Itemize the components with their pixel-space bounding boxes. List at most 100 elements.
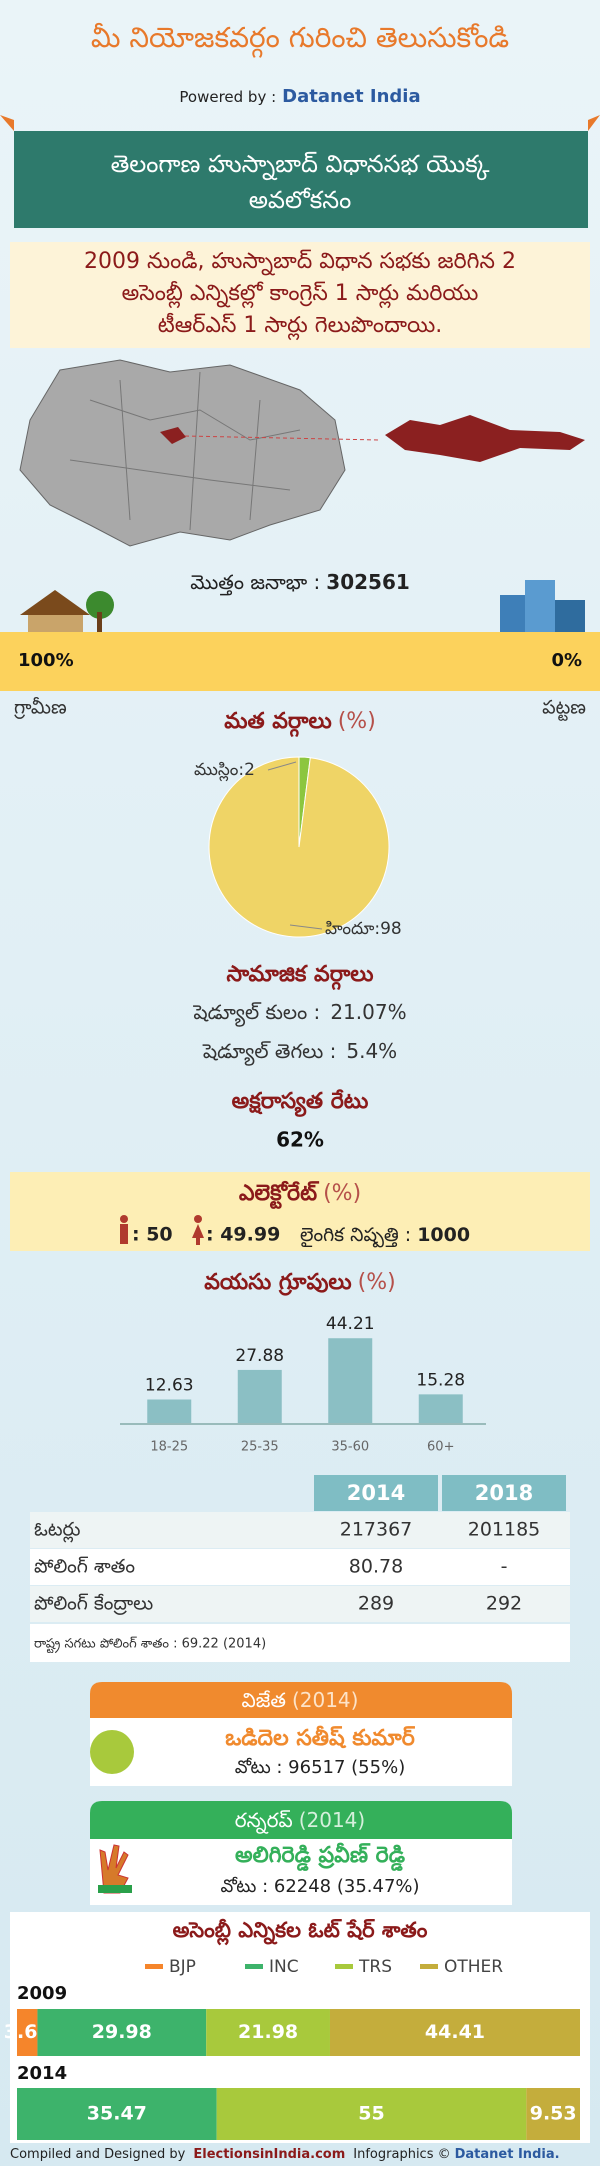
runner-heading-line: రన్నరప్ (2014) (235, 1808, 365, 1834)
bar (328, 1338, 373, 1424)
footer-site: ElectionsinIndia.com (193, 2147, 345, 2162)
legend-swatch (420, 1964, 438, 1969)
runner-heading: రన్నరప్ (235, 1808, 293, 1834)
winner-header (90, 1682, 512, 1718)
urban-icon (500, 580, 585, 633)
x-tick-label: 18-25 (150, 1440, 188, 1455)
stack-segment (329, 2009, 580, 2056)
table-cell: 201185 (468, 1519, 541, 1541)
segment-label: 29.98 (92, 2021, 152, 2043)
segment-label: 9.53 (530, 2103, 577, 2125)
slice-label: ముస్లిం:2 (194, 760, 255, 782)
legend-label: BJP (169, 1957, 196, 1977)
party-symbol (94, 1844, 134, 1895)
x-tick-label: 60+ (427, 1440, 454, 1455)
summary-line: 2009 నుండి, హుస్నాబాద్ విధాన సభకు జరిగిన… (84, 249, 516, 276)
table-cell: - (501, 1556, 508, 1578)
x-tick-label: 25-35 (241, 1440, 279, 1455)
state-map (19, 359, 346, 547)
value-label: 44.21 (326, 1314, 375, 1334)
powered-by: Powered by : Datanet India (179, 86, 420, 107)
runner-header (90, 1801, 512, 1839)
powered-label: Powered by : (179, 88, 276, 106)
chart-title: మత వర్గాలు (%) (224, 709, 376, 737)
value-label: 27.88 (235, 1346, 284, 1366)
table-header-cell (314, 1475, 438, 1511)
x-tick-label: 35-60 (331, 1440, 369, 1455)
table-row (30, 1512, 570, 1548)
slice-label: హిందూ:98 (325, 919, 402, 939)
segment-label: 35.47 (87, 2103, 147, 2125)
table-row (30, 1586, 570, 1622)
table-note: రాష్ట్ర సగటు పోలింగ్ శాతం : 69.22 (2014) (34, 1637, 266, 1654)
table-cell: 289 (358, 1593, 394, 1615)
winner-box (90, 1718, 512, 1786)
stack-segment (216, 2088, 527, 2140)
value-label: 15.28 (416, 1370, 465, 1390)
banner-line: అవలోకనం (249, 186, 352, 214)
electorate-box (10, 1172, 590, 1251)
pointer-line (184, 435, 381, 441)
category-label: 2014 (17, 2063, 67, 2084)
constituency-marker (160, 427, 186, 444)
chart-title: అసెంబ్లీ ఎన్నికల ఓట్ షేర్ శాతం (173, 1918, 428, 1946)
title-unit: (%) (338, 709, 376, 734)
sex-ratio-value: 1000 (417, 1224, 470, 1246)
footer-infographics: Infographics © (353, 2147, 450, 2162)
row-label: పోలింగ్ శాతం (34, 1556, 135, 1578)
social-row: షెడ్యూల్ తెగలు : 5.4% (202, 1039, 397, 1066)
chart-title: వయసు గ్రూపులు (%) (204, 1270, 395, 1296)
segment-label: 55 (358, 2103, 384, 2125)
ribbon-fold (0, 115, 14, 131)
social-row: షెడ్యూల్ కులం : 21.07% (192, 1000, 406, 1027)
stack-segment (526, 2088, 580, 2140)
winner-heading-line: విజేత (2014) (242, 1688, 359, 1712)
runner-year: (2014) (299, 1808, 366, 1832)
legend-swatch (145, 1964, 163, 1969)
table-header-cell (442, 1475, 566, 1511)
category-label: గ్రామీణ (14, 697, 67, 720)
bar (147, 1399, 192, 1424)
title-text: వయసు గ్రూపులు (204, 1270, 352, 1296)
constituency-shape (385, 415, 585, 462)
legend-label: OTHER (444, 1957, 503, 1977)
table-row (30, 1549, 570, 1585)
social-value: 21.07% (330, 1000, 406, 1024)
winner-year: (2014) (292, 1688, 359, 1712)
stack-segment (206, 2009, 330, 2056)
legend-label: TRS (358, 1957, 392, 1977)
segment-label: 21.98 (238, 2021, 298, 2043)
legend-swatch (245, 1964, 263, 1969)
leader-line (289, 924, 323, 930)
electorate-heading: ఎలెక్టోరేట్ (239, 1180, 320, 1209)
table-cell: 217367 (340, 1519, 413, 1541)
banner-line: తెలంగాణ హుస్నాబాద్ విధానసభ యొక్క (111, 150, 490, 181)
footer: Compiled and Designed by ElectionsinIndia… (10, 2147, 560, 2162)
stack-segment (17, 2009, 38, 2056)
literacy-title: అక్షరాస్యత రేటు (232, 1089, 369, 1117)
title-text: మత వర్గాలు (224, 709, 332, 737)
district-lines (69, 371, 301, 531)
literacy-value: 62% (276, 1128, 324, 1152)
party-symbol (90, 1730, 134, 1774)
electorate-unit: (%) (323, 1181, 361, 1206)
bar (418, 1394, 463, 1424)
social-label: షెడ్యూల్ కులం : (192, 1000, 320, 1027)
ribbon-fold (588, 115, 600, 131)
value-label: 12.63 (145, 1375, 194, 1395)
winner-heading: విజేత (242, 1688, 286, 1712)
population-label: మొత్తం జనాభా : (190, 570, 320, 596)
footer-compiled: Compiled and Designed by (10, 2147, 186, 2162)
share-bar (0, 632, 600, 691)
female-icon (192, 1215, 204, 1245)
note-box (30, 1624, 570, 1662)
social-title: సామాజిక వర్గాలు (226, 962, 373, 990)
social-value: 5.4% (346, 1039, 397, 1063)
summary-line: టీఆర్ఎస్ 1 సార్లు గెలుపొందాయి. (158, 312, 443, 341)
electorate-title: ఎలెక్టోరేట్ (%) (239, 1180, 361, 1209)
runner-box (90, 1839, 512, 1905)
winner-votes: వోటు : 96517 (55%) (235, 1757, 405, 1778)
female-share: : 49.99 (206, 1224, 280, 1246)
winner-name: ఒడిదెల సతీష్ కుమార్ (225, 1725, 416, 1751)
